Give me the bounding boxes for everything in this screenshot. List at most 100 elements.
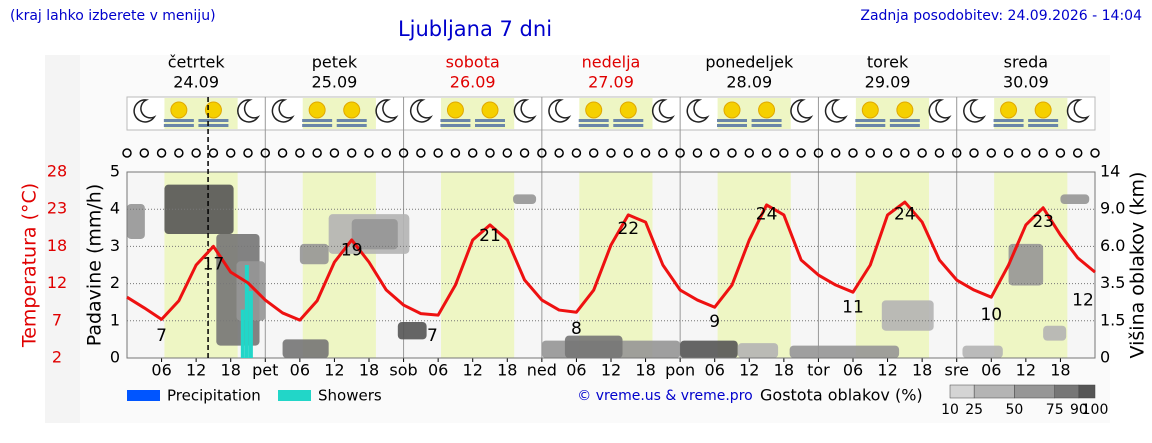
- day-name: nedelja: [582, 53, 641, 72]
- shower-bar: [240, 309, 245, 358]
- day-date: 27.09: [588, 73, 634, 92]
- wind-marker: [830, 148, 841, 158]
- x-tick-label: 06: [290, 361, 310, 380]
- legend-label: Precipitation: [167, 387, 261, 405]
- moon-icon: [548, 99, 572, 123]
- y2-axis-title: Višina oblakov (km): [1127, 172, 1149, 359]
- cloud: [1008, 243, 1044, 286]
- fog-icon: [717, 124, 747, 127]
- daylight-band: [579, 172, 653, 358]
- cloud: [513, 194, 537, 204]
- sun-icon: [585, 101, 603, 119]
- fog-icon: [440, 119, 471, 122]
- wind-marker: [1021, 148, 1031, 158]
- y2-tick-label: 6.0: [1100, 236, 1125, 255]
- fog-icon: [578, 119, 609, 122]
- wind-marker: [571, 148, 582, 158]
- wind-marker: [450, 148, 461, 158]
- wind-marker: [640, 148, 651, 158]
- wind-marker: [156, 148, 167, 158]
- wind-marker: [744, 148, 755, 158]
- extreme-label: 12: [1072, 290, 1094, 310]
- day-date: 26.09: [450, 73, 496, 92]
- x-tick-label: pon: [665, 361, 695, 380]
- x-tick-label: 12: [739, 361, 759, 380]
- wind-marker: [588, 148, 599, 158]
- cloud: [282, 339, 329, 358]
- shower-bar: [248, 291, 253, 358]
- x-tick-label: pet: [252, 361, 278, 380]
- wind-marker: [208, 148, 219, 158]
- updated: Zadnja posodobitev: 24.09.2026 - 14:04: [860, 8, 1142, 24]
- fog-icon: [751, 124, 782, 127]
- cloud-legend-label: 25: [965, 402, 983, 418]
- day-name: sobota: [446, 53, 500, 72]
- cloud-legend-box: [1014, 384, 1055, 399]
- wind-marker: [122, 148, 132, 158]
- wind-marker: [709, 148, 720, 158]
- extreme-label: 17: [203, 255, 225, 275]
- wind-marker: [934, 148, 945, 158]
- y-tick-label: 3: [110, 236, 120, 255]
- moon-icon: [686, 99, 710, 123]
- wind-marker: [813, 148, 824, 158]
- plot-frame: [126, 171, 1096, 359]
- shower-bar: [244, 265, 249, 358]
- y2-tick-label: 14: [1100, 162, 1120, 181]
- day-name: ponedeljek: [705, 53, 794, 72]
- y2-tick-label: 3.5: [1100, 273, 1125, 292]
- y-axis-title: Padavine (mm/h): [84, 184, 106, 347]
- wind-marker: [433, 148, 443, 158]
- extreme-label: 24: [756, 205, 778, 225]
- wind-marker: [191, 148, 201, 158]
- sun-icon: [619, 101, 637, 119]
- temp-tick-label: 28: [47, 162, 67, 181]
- moon-icon: [963, 99, 987, 123]
- temp-axis-panel: [45, 55, 80, 423]
- moon-icon: [1066, 99, 1090, 123]
- sun-icon: [446, 101, 464, 119]
- extreme-label: 19: [341, 240, 363, 260]
- moon-icon: [790, 99, 814, 123]
- y2-tick-label: 9.0: [1100, 199, 1125, 218]
- wind-marker: [761, 148, 772, 158]
- x-tick-label: sre: [945, 361, 969, 380]
- cloud: [351, 219, 398, 250]
- note: (kraj lahko izberete v meniju): [10, 8, 216, 24]
- sun-icon: [861, 101, 879, 119]
- x-tick-label: 12: [877, 361, 897, 380]
- y2-tick-label: 1.5: [1100, 310, 1125, 329]
- sun-icon: [1034, 101, 1052, 119]
- fog-icon: [302, 124, 333, 127]
- wind-marker: [882, 148, 893, 158]
- x-tick-label: 06: [981, 361, 1001, 380]
- cloud-legend-box: [949, 384, 975, 399]
- moon-icon: [651, 99, 675, 123]
- wind-marker: [225, 148, 236, 158]
- cloud: [127, 203, 145, 239]
- moon-icon: [928, 99, 952, 123]
- fog-icon: [613, 124, 644, 127]
- legend-label: Showers: [318, 387, 382, 405]
- fog-icon: [163, 119, 194, 122]
- wind-marker: [796, 148, 806, 158]
- wind-marker: [537, 148, 547, 158]
- cloud: [1043, 325, 1067, 341]
- wind-marker: [675, 148, 685, 158]
- x-tick-label: 18: [497, 361, 517, 380]
- extreme-label: 7: [427, 326, 438, 346]
- cloud-legend-box: [1078, 384, 1096, 399]
- day-name: petek: [312, 53, 358, 72]
- wind-marker: [174, 148, 184, 158]
- cloud: [680, 340, 738, 358]
- sun-icon: [723, 101, 741, 119]
- wind-marker: [951, 148, 962, 158]
- fog-icon: [993, 124, 1024, 127]
- wind-marker: [692, 148, 703, 158]
- cloud: [881, 300, 934, 331]
- extreme-label: 10: [980, 305, 1002, 325]
- sun-icon: [343, 101, 361, 119]
- cloud-legend-label: 75: [1046, 402, 1064, 418]
- y-tick-label: 1: [110, 310, 120, 329]
